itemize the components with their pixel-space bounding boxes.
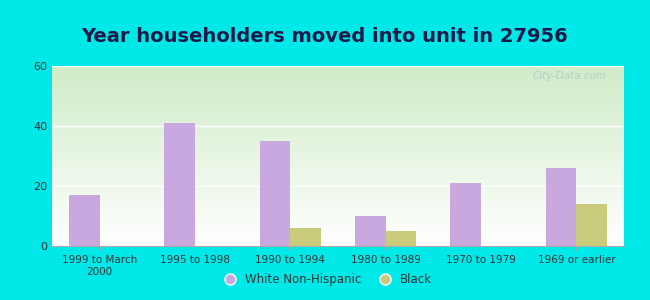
Bar bbox=[69, 195, 99, 246]
Bar bbox=[385, 231, 416, 246]
Bar bbox=[577, 204, 607, 246]
Bar bbox=[546, 168, 577, 246]
Text: City-Data.com: City-Data.com bbox=[533, 71, 607, 81]
Bar bbox=[450, 183, 481, 246]
Bar bbox=[355, 216, 385, 246]
Text: Year householders moved into unit in 27956: Year householders moved into unit in 279… bbox=[82, 27, 568, 46]
Bar bbox=[291, 228, 321, 246]
Bar bbox=[164, 123, 195, 246]
Legend: White Non-Hispanic, Black: White Non-Hispanic, Black bbox=[213, 269, 437, 291]
Bar bbox=[260, 141, 291, 246]
